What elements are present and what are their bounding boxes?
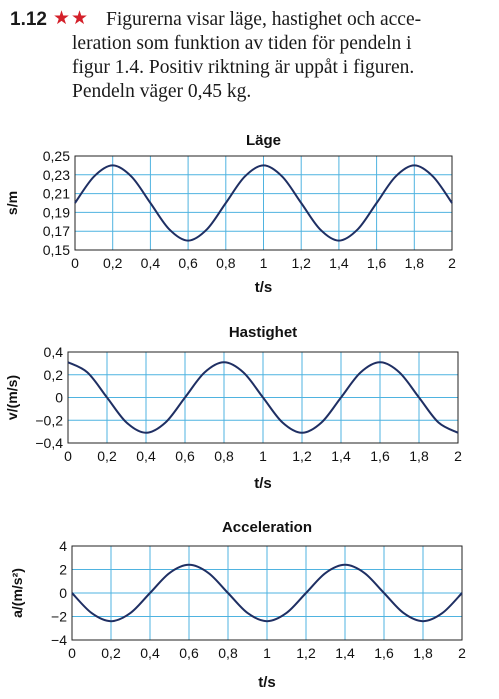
y-tick-label: 0 — [55, 390, 63, 406]
x-tick-label: 1 — [259, 448, 267, 464]
x-tick-label: 0,8 — [214, 448, 234, 464]
x-tick-label: 2 — [458, 645, 466, 661]
x-tick-label: 1,8 — [409, 448, 429, 464]
y-tick-label: 4 — [59, 538, 67, 554]
x-tick-label: 1,2 — [296, 645, 316, 661]
x-tick-label: 0,6 — [175, 448, 195, 464]
y-tick-label: 0,25 — [43, 148, 70, 164]
y-tick-label: 0,19 — [43, 204, 70, 220]
y-axis-label: v/(m/s) — [4, 375, 20, 420]
y-tick-label: 0,23 — [43, 167, 70, 183]
x-axis-label: t/s — [258, 674, 276, 691]
x-tick-label: 1,2 — [291, 255, 311, 271]
x-tick-label: 0,2 — [101, 645, 121, 661]
chart-title: Läge — [246, 132, 281, 149]
x-tick-label: 0,4 — [136, 448, 156, 464]
x-tick-label: 1,4 — [335, 645, 355, 661]
problem-number: 1.12 — [10, 9, 47, 30]
x-tick-label: 2 — [448, 255, 456, 271]
x-tick-label: 0 — [71, 255, 79, 271]
x-tick-label: 0 — [64, 448, 72, 464]
chart-3 — [71, 545, 463, 641]
y-tick-label: 0,2 — [44, 367, 64, 383]
x-axis-label: t/s — [255, 279, 273, 296]
problem-line-3: figur 1.4. Positiv riktning är uppåt i f… — [72, 57, 415, 78]
x-tick-label: 1,8 — [413, 645, 433, 661]
x-tick-label: 1 — [260, 255, 268, 271]
difficulty-stars-icon: ★★ — [53, 8, 90, 29]
x-tick-label: 0,4 — [140, 645, 160, 661]
data-curve — [71, 563, 463, 623]
plot-frame — [67, 351, 459, 444]
x-tick-label: 1,6 — [367, 255, 387, 271]
y-tick-label: 0,15 — [43, 242, 70, 258]
problem-line-1: Figurerna visar läge, hastighet och acce… — [106, 9, 422, 30]
y-axis-label: a/(m/s²) — [9, 568, 25, 618]
data-curve — [74, 164, 453, 242]
y-tick-label: −2 — [51, 609, 67, 625]
y-tick-label: −4 — [51, 632, 67, 648]
y-tick-label: −0,2 — [35, 412, 63, 428]
chart-title: Acceleration — [222, 519, 312, 536]
x-axis-label: t/s — [254, 475, 272, 492]
x-tick-label: 0 — [68, 645, 76, 661]
chart-title: Hastighet — [229, 324, 297, 341]
y-axis-label: s/m — [4, 191, 20, 215]
y-tick-label: 0,21 — [43, 186, 70, 202]
x-tick-label: 1,2 — [292, 448, 312, 464]
y-tick-label: 0 — [59, 585, 67, 601]
x-tick-label: 0,2 — [103, 255, 123, 271]
chart-1 — [74, 155, 453, 251]
x-tick-label: 0,4 — [141, 255, 161, 271]
x-tick-label: 1,6 — [374, 645, 394, 661]
y-tick-label: −0,4 — [35, 435, 63, 451]
y-tick-label: 0,17 — [43, 223, 70, 239]
x-tick-label: 0,8 — [216, 255, 236, 271]
problem-line-4: Pendeln väger 0,45 kg. — [72, 81, 252, 102]
x-tick-label: 0,8 — [218, 645, 238, 661]
chart-2 — [67, 351, 459, 444]
x-tick-label: 1,6 — [370, 448, 390, 464]
x-tick-label: 1 — [263, 645, 271, 661]
x-tick-label: 0,6 — [178, 255, 198, 271]
x-tick-label: 2 — [454, 448, 462, 464]
x-tick-label: 0,2 — [97, 448, 117, 464]
x-tick-label: 0,6 — [179, 645, 199, 661]
problem-line-2: leration som funktion av tiden för pende… — [72, 33, 412, 54]
y-tick-label: 0,4 — [44, 344, 64, 360]
data-curve — [67, 361, 459, 434]
y-tick-label: 2 — [59, 562, 67, 578]
x-tick-label: 1,4 — [331, 448, 351, 464]
x-tick-label: 1,8 — [405, 255, 425, 271]
x-tick-label: 1,4 — [329, 255, 349, 271]
